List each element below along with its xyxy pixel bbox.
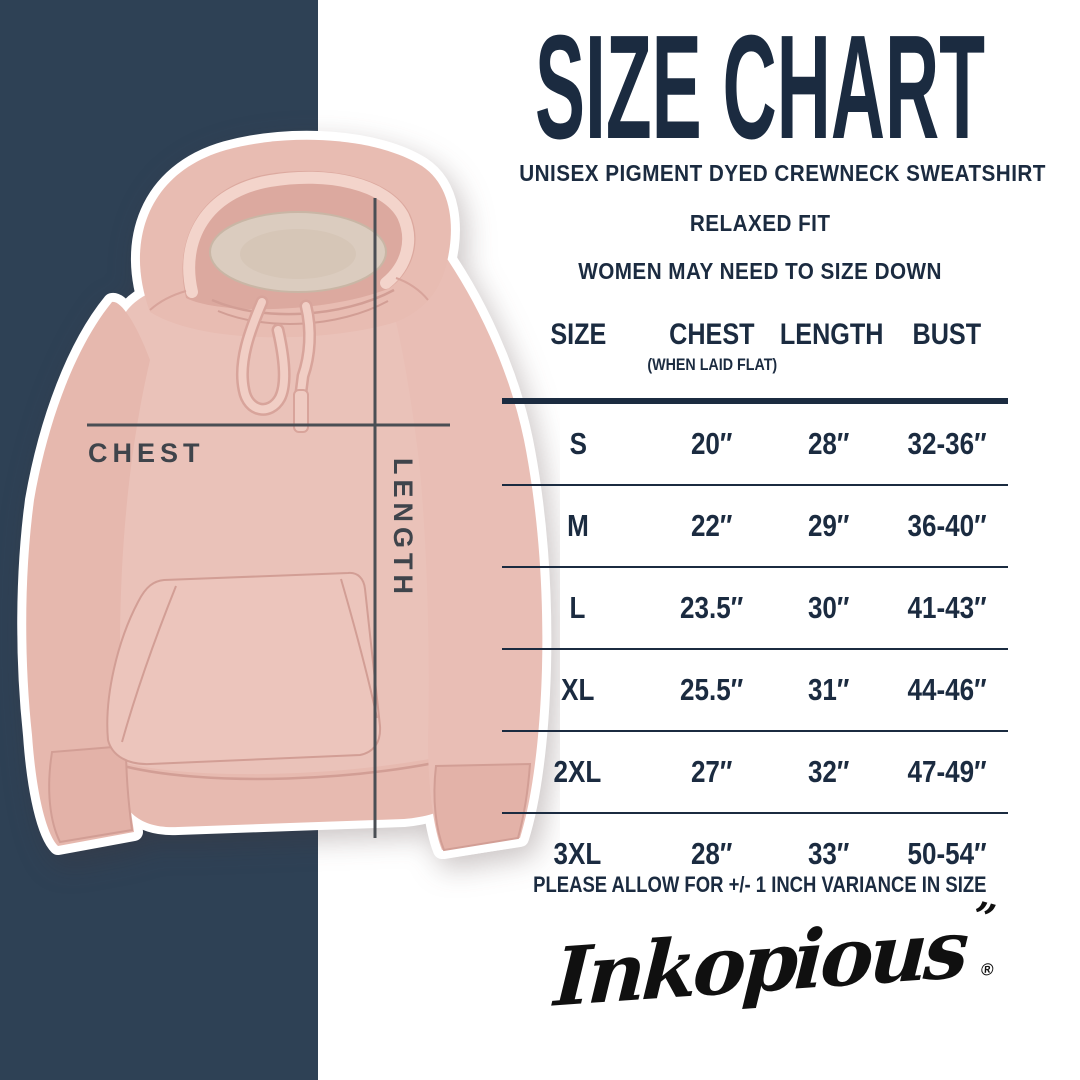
cell-bust: 47-49″ bbox=[907, 754, 987, 789]
size-table-body: S 20″ 28″ 32-36″ M 22″ 29″ 36-40″ L 23.5… bbox=[502, 398, 1008, 894]
table-row-s: S 20″ 28″ 32-36″ bbox=[502, 404, 1008, 486]
hood-rim bbox=[183, 171, 415, 298]
hood-fleece-shade bbox=[240, 229, 356, 279]
collar-seam-2 bbox=[217, 300, 389, 325]
chest-note: (WHEN LAID FLAT) bbox=[647, 355, 777, 374]
cell-length: 28″ bbox=[807, 426, 850, 461]
table-row-l: L 23.5″ 30″ 41-43″ bbox=[502, 568, 1008, 650]
hoodie-hem bbox=[116, 750, 475, 828]
page-title-svg: SIZE CHART bbox=[535, 5, 985, 170]
left-shoulder-seam bbox=[149, 290, 187, 311]
length-measure-label: LENGTH bbox=[388, 458, 418, 599]
logo-flourish: ” bbox=[963, 892, 1001, 944]
cell-size: S bbox=[569, 426, 587, 461]
table-row-2xl: 2XL 27″ 32″ 47-49″ bbox=[502, 732, 1008, 814]
cell-length: 32″ bbox=[807, 754, 850, 789]
size-chart-panel: SIZE CHART UNISEX PIGMENT DYED CREWNECK … bbox=[490, 0, 1046, 1080]
cell-chest: 28″ bbox=[691, 836, 733, 871]
page-title: SIZE CHART bbox=[535, 26, 985, 148]
right-shoulder-seam bbox=[395, 277, 429, 301]
hoodie-illustration bbox=[17, 130, 552, 859]
registered-trademark-icon: ® bbox=[980, 959, 995, 980]
drawstrings bbox=[235, 295, 317, 433]
hoodie-product-photo: CHEST LENGTH bbox=[17, 130, 552, 859]
subtitle-fit: RELAXED FIT bbox=[689, 210, 831, 236]
cell-chest: 23.5″ bbox=[680, 590, 744, 625]
right-cuff bbox=[433, 762, 532, 852]
cell-chest: 25.5″ bbox=[680, 672, 744, 707]
cell-bust: 32-36″ bbox=[907, 426, 987, 461]
table-row-m: M 22″ 29″ 36-40″ bbox=[502, 486, 1008, 568]
cell-length: 31″ bbox=[807, 672, 850, 707]
cell-chest: 27″ bbox=[691, 754, 733, 789]
cell-size: XL bbox=[561, 672, 595, 707]
brand-name: Inkopious bbox=[552, 901, 968, 1025]
cell-length: 29″ bbox=[807, 508, 850, 543]
size-table-header: SIZE CHEST LENGTH BUST (WHEN LAID FLAT) bbox=[502, 318, 1008, 375]
cell-chest: 22″ bbox=[691, 508, 733, 543]
cell-bust: 36-40″ bbox=[907, 508, 987, 543]
subtitle-sizing-advice: WOMEN MAY NEED TO SIZE DOWN bbox=[578, 258, 942, 284]
cell-size: 2XL bbox=[554, 754, 602, 789]
variance-note: PLEASE ALLOW FOR +/- 1 INCH VARIANCE IN … bbox=[533, 872, 987, 897]
cell-size: M bbox=[567, 508, 589, 543]
left-cuff bbox=[48, 744, 134, 844]
col-header-length: LENGTH bbox=[780, 318, 884, 351]
subtitle-product: UNISEX PIGMENT DYED CREWNECK SWEATSHIRT bbox=[519, 160, 1046, 186]
pocket-left-seam bbox=[121, 585, 177, 743]
col-header-size: SIZE bbox=[549, 318, 606, 351]
hoodie-right-sleeve bbox=[388, 240, 543, 850]
kangaroo-pocket bbox=[106, 571, 382, 766]
brand-logo: Inkopious ” ® bbox=[552, 892, 1000, 1025]
drawstring-aglet bbox=[293, 389, 309, 433]
page-title-wrap: SIZE CHART bbox=[530, 5, 990, 170]
col-header-bust: BUST bbox=[912, 318, 982, 351]
cell-chest: 20″ bbox=[691, 426, 733, 461]
cell-size: 3XL bbox=[554, 836, 602, 871]
cell-length: 30″ bbox=[807, 590, 850, 625]
brand-logo-wrap: Inkopious ” ® bbox=[490, 892, 1030, 1024]
col-header-chest: CHEST bbox=[669, 318, 755, 351]
cell-length: 33″ bbox=[807, 836, 850, 871]
cell-bust: 44-46″ bbox=[907, 672, 987, 707]
chest-measure-label: CHEST bbox=[88, 438, 205, 468]
cell-size: L bbox=[569, 590, 586, 625]
table-row-3xl: 3XL 28″ 33″ 50-54″ bbox=[502, 814, 1008, 894]
table-row-xl: XL 25.5″ 31″ 44-46″ bbox=[502, 650, 1008, 732]
cell-bust: 50-54″ bbox=[907, 836, 987, 871]
cell-bust: 41-43″ bbox=[907, 590, 987, 625]
